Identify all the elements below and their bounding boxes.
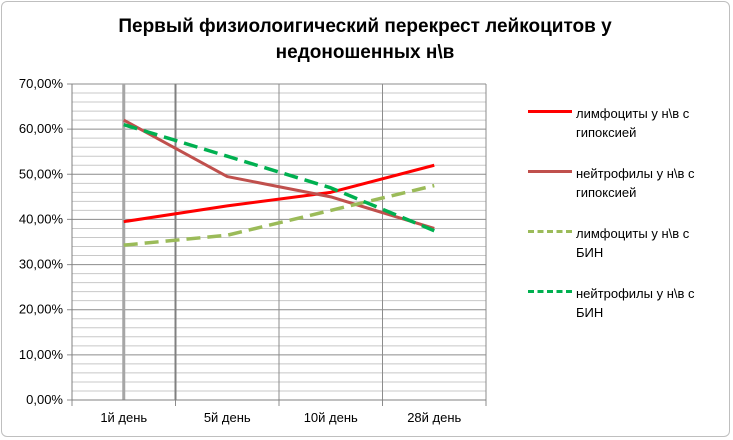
y-tick-label: 60,00% [19, 121, 64, 136]
series-line-0 [123, 163, 435, 224]
legend-item-lymph-hypoxia: лимфоциты у н\в с гипоксией [528, 104, 718, 164]
legend: лимфоциты у н\в с гипоксией нейтрофилы у… [528, 104, 718, 344]
y-tick-label: 30,00% [19, 257, 64, 272]
y-tick-label: 50,00% [19, 166, 64, 181]
y-tick-label: 10,00% [19, 347, 64, 362]
y-tick-label: 70,00% [19, 76, 64, 91]
y-tick-label: 40,00% [19, 211, 64, 226]
legend-label-neutro-bin: нейтрофилы у н\в с БИН [576, 286, 695, 320]
x-tick-label: 10й день [304, 410, 358, 425]
legend-item-neutro-bin: нейтрофилы у н\в с БИН [528, 284, 718, 344]
legend-swatch-lymph-bin [528, 230, 572, 233]
y-tick-label: 0,00% [26, 392, 63, 407]
legend-item-neutro-hypoxia: нейтрофилы у н\в с гипоксией [528, 164, 718, 224]
legend-label-lymph-bin: лимфоциты у н\в с БИН [576, 226, 690, 260]
chart-title-line-1: Первый физиолоигический перекрест лейкоц… [118, 16, 612, 37]
chart-title: Первый физиолоигический перекрест лейкоц… [60, 14, 670, 66]
x-tick-label: 28й день [407, 410, 461, 425]
legend-swatch-lymph-hypoxia [528, 110, 572, 113]
x-tick-label: 5й день [204, 410, 251, 425]
y-tick-label: 20,00% [19, 302, 64, 317]
series-line-1 [123, 118, 435, 230]
x-tick-label: 1й день [100, 410, 147, 425]
legend-label-neutro-hypoxia: нейтрофилы у н\в с гипоксией [576, 166, 695, 200]
legend-swatch-neutro-hypoxia [528, 170, 572, 173]
legend-swatch-neutro-bin [528, 290, 572, 293]
legend-label-lymph-hypoxia: лимфоциты у н\в с гипоксией [576, 106, 690, 140]
series-line-2 [123, 183, 435, 247]
chart-title-line-2: недоношенных н\в [275, 42, 455, 63]
series-line-3 [123, 122, 435, 233]
legend-item-lymph-bin: лимфоциты у н\в с БИН [528, 224, 718, 284]
